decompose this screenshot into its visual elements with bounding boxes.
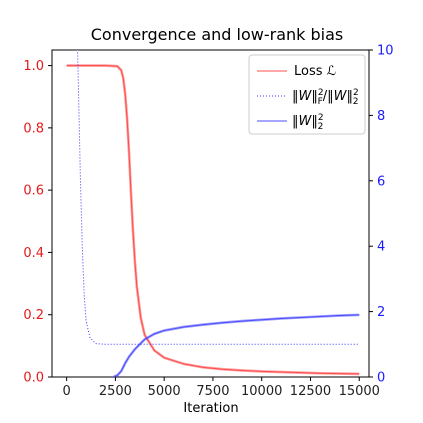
series-line-spectral-norm-band — [112, 313, 360, 377]
left-y-axis: 0.0 0.2 0.4 0.6 0.8 1.0 — [23, 59, 52, 386]
plot-frame — [51, 49, 370, 378]
left-y-tick-label: 0.0 — [23, 371, 44, 386]
series-layer — [66, 50, 360, 377]
series-line-loss-band — [66, 64, 360, 376]
x-axis: 0 2500 5000 7500 10000 12500 15000 — [62, 377, 380, 399]
right-y-tick-label: 0 — [377, 371, 385, 386]
right-y-tick-label: 10 — [377, 44, 394, 59]
x-tick-label: 2500 — [99, 384, 132, 399]
legend-label-loss: Loss ℒ — [294, 64, 336, 79]
x-tick-label: 7500 — [196, 384, 229, 399]
x-tick-label: 12500 — [290, 384, 331, 399]
left-y-tick-label: 0.6 — [23, 184, 44, 199]
chart-title: Convergence and low-rank bias — [91, 25, 343, 44]
left-y-tick-label: 0.4 — [23, 246, 44, 261]
legend-label-spectral: ‖W‖2 2 — [292, 113, 324, 132]
right-y-tick-label: 6 — [377, 174, 385, 189]
right-y-axis: 0 2 4 6 8 10 — [369, 44, 394, 386]
series-line-fro-spectral-ratio — [77, 50, 360, 345]
left-y-tick-label: 0.2 — [23, 308, 44, 323]
right-y-tick-label: 4 — [377, 240, 385, 255]
right-y-tick-label: 2 — [377, 305, 385, 320]
x-tick-label: 15000 — [339, 384, 380, 399]
legend-box — [248, 54, 366, 135]
x-tick-label: 5000 — [148, 384, 181, 399]
x-axis-label: Iteration — [183, 401, 238, 416]
legend: Loss ℒ ‖W‖2 F/‖W‖2 2 ‖W‖2 2 — [248, 54, 366, 135]
left-y-tick-label: 0.8 — [23, 121, 44, 136]
x-tick-label: 0 — [62, 384, 70, 399]
right-y-tick-label: 8 — [377, 109, 385, 124]
left-y-tick-label: 1.0 — [23, 59, 44, 74]
x-tick-label: 10000 — [241, 384, 282, 399]
legend-label-ratio: ‖W‖2 F/‖W‖2 2 — [292, 88, 359, 107]
